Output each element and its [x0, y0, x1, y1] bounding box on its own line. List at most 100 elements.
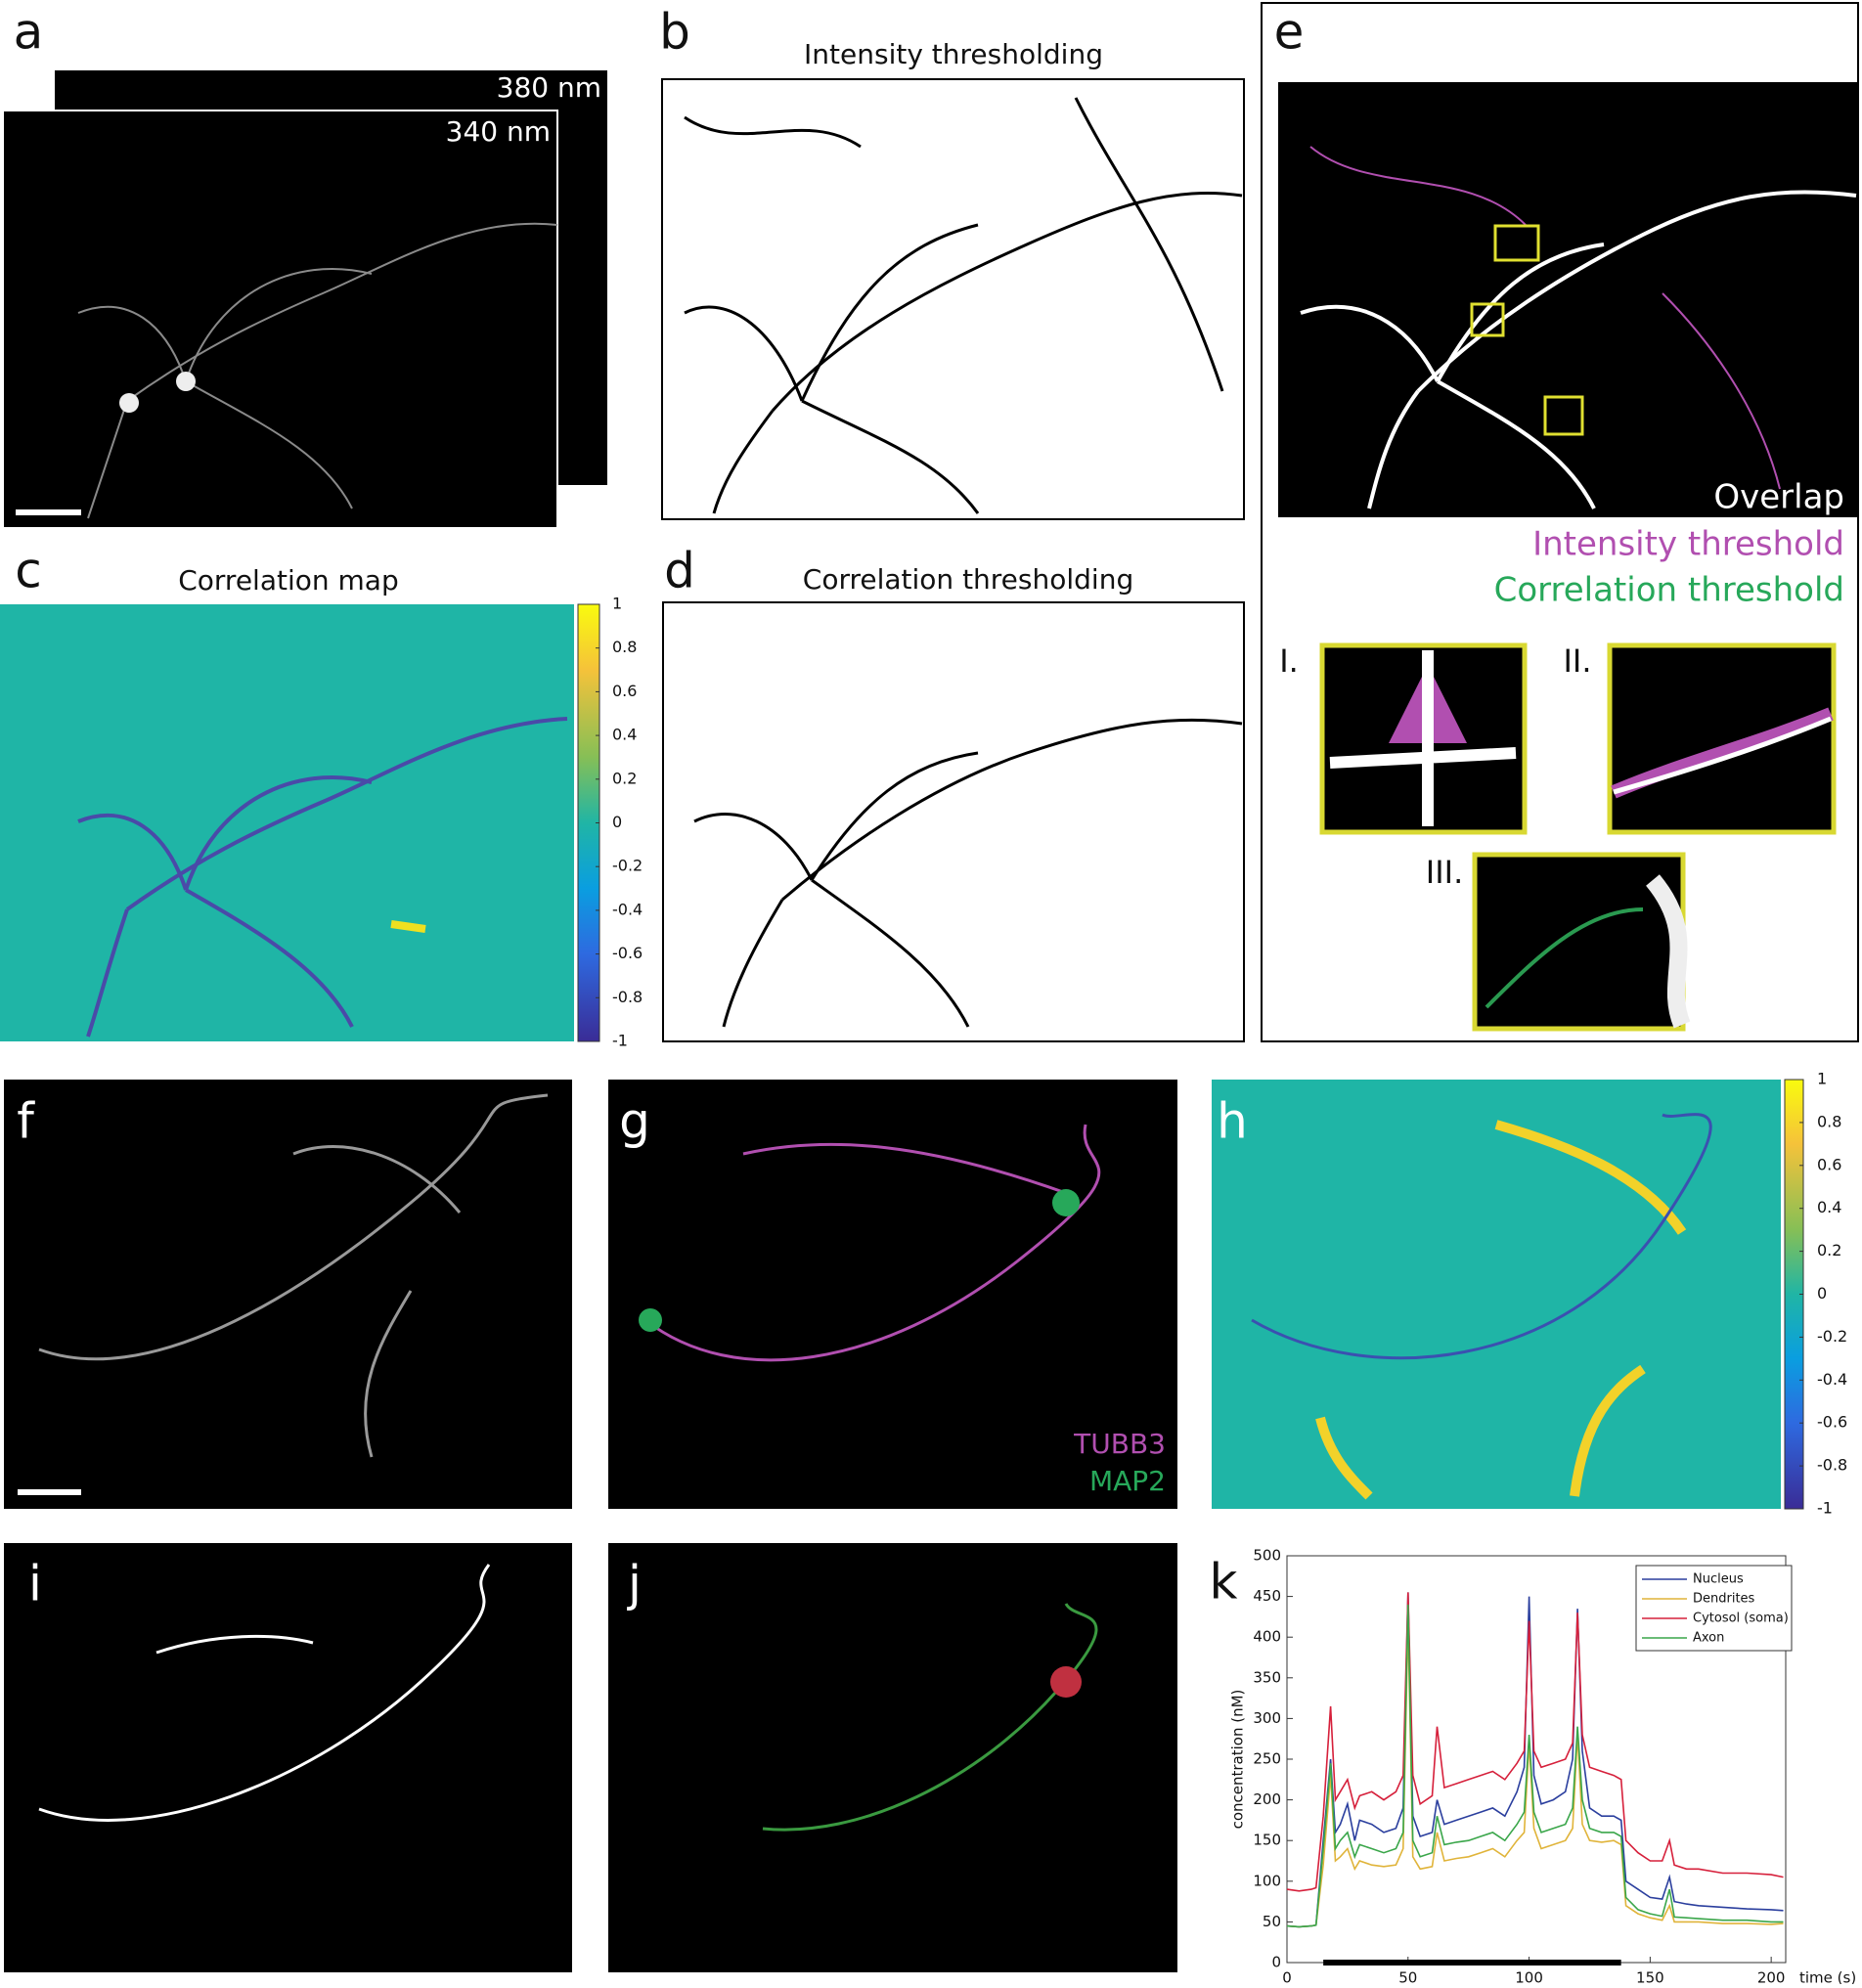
- soma: [1052, 1189, 1080, 1216]
- legend-label: Cytosol (soma): [1693, 1612, 1789, 1626]
- y-tick-label: 350: [1253, 1668, 1281, 1686]
- x-tick-label: 0: [1282, 1969, 1292, 1985]
- colorbar-tick-label: 0.6: [612, 682, 637, 700]
- inset-content: [1485, 907, 1644, 1009]
- panel-label: e: [1274, 4, 1305, 61]
- panel-title: Correlation thresholding: [803, 563, 1133, 596]
- y-tick-label: 100: [1253, 1872, 1281, 1889]
- image-overlap: [1278, 82, 1858, 517]
- y-tick-label: 400: [1253, 1628, 1281, 1646]
- panel-label: j: [627, 1556, 642, 1612]
- panel-label: c: [15, 543, 42, 599]
- roi-box: [1470, 224, 1584, 436]
- stimulus-bar: [1323, 1960, 1621, 1966]
- image-h: [1212, 1080, 1781, 1509]
- neurons: [1300, 190, 1857, 509]
- y-tick-label: 50: [1263, 1913, 1281, 1930]
- colorbar-tick-label: 0.2: [612, 769, 637, 787]
- inset-content: [1645, 874, 1691, 1029]
- neuron-segment: [762, 1603, 1098, 1832]
- neuron-mask: [38, 1564, 491, 1822]
- colorbar-tick-label: -0.8: [1817, 1456, 1847, 1475]
- neurons: [77, 717, 568, 1038]
- wavelength-label: 340 nm: [446, 115, 551, 148]
- series-line: [1286, 1592, 1784, 1928]
- colorbar-tick-label: 1: [1817, 1070, 1827, 1088]
- wavelength-label: 380 nm: [497, 71, 601, 104]
- colorbar-tick-label: 0: [612, 813, 622, 831]
- panel-label: i: [28, 1556, 42, 1612]
- neuron: [1251, 1113, 1712, 1360]
- colorbar-tick-label: -0.4: [612, 900, 643, 918]
- soma: [176, 372, 196, 391]
- series-line: [1286, 1620, 1784, 1928]
- y-tick-label: 0: [1271, 1954, 1281, 1971]
- neurons: [38, 1093, 549, 1458]
- inset-label: III.: [1426, 854, 1463, 891]
- image-g: [608, 1080, 1177, 1509]
- image-intensity: [661, 78, 1245, 520]
- y-tick-label: 300: [1253, 1709, 1281, 1727]
- panel-label: f: [17, 1093, 35, 1150]
- y-tick-label: 150: [1253, 1832, 1281, 1849]
- image-correlation: [0, 604, 574, 1041]
- colorbar-tick-label: -0.6: [1817, 1413, 1847, 1432]
- channel-label: MAP2: [1089, 1465, 1166, 1497]
- y-tick-label: 250: [1253, 1750, 1281, 1768]
- neurons: [693, 718, 1243, 1028]
- colorbar-tick-label: 1: [612, 595, 622, 613]
- neurons: [684, 97, 1243, 514]
- soma: [1050, 1666, 1082, 1698]
- legend-label: Axon: [1693, 1631, 1724, 1646]
- x-tick-label: 100: [1515, 1969, 1543, 1985]
- colorbar-tick-label: -1: [612, 1032, 628, 1050]
- y-tick-label: 200: [1253, 1790, 1281, 1808]
- legend-label: Nucleus: [1693, 1572, 1744, 1587]
- colorbar-tick-label: 0.2: [1817, 1241, 1841, 1259]
- soma: [119, 393, 139, 413]
- y-tick-label: 500: [1253, 1547, 1281, 1565]
- y-axis-label: concentration (nM): [1229, 1690, 1247, 1830]
- artifact: [390, 920, 426, 933]
- colorbar-tick-label: 0.8: [612, 638, 637, 656]
- panel-label: k: [1210, 1554, 1238, 1611]
- panel-label: b: [659, 4, 690, 61]
- soma: [639, 1308, 662, 1332]
- image-f: [4, 1080, 572, 1509]
- x-tick-label: 200: [1757, 1969, 1786, 1985]
- channel-label: TUBB3: [1073, 1428, 1166, 1460]
- series-line: [1286, 1592, 1784, 1892]
- image-corr-threshold: [662, 601, 1245, 1042]
- panel-label: d: [664, 543, 695, 599]
- neurons: [644, 1124, 1101, 1362]
- panel-label: h: [1217, 1093, 1248, 1150]
- legend-box: [1635, 1565, 1793, 1652]
- colorbar-tick-label: 0.6: [1817, 1155, 1841, 1173]
- colorbar-tick-label: 0: [1817, 1284, 1827, 1303]
- panel-title: Correlation map: [178, 564, 399, 596]
- inset-content: [1611, 707, 1834, 799]
- y-tick-label: 450: [1253, 1587, 1281, 1605]
- colorbar-tick-label: 0.8: [1817, 1112, 1841, 1130]
- overlay-legend: Intensity threshold: [1532, 525, 1844, 564]
- image-j: [608, 1543, 1177, 1972]
- image-i: [4, 1543, 572, 1972]
- panel-label: g: [619, 1093, 650, 1150]
- panel-title: Intensity thresholding: [804, 38, 1103, 70]
- cells: [1315, 1120, 1687, 1500]
- colorbar-tick-label: 0.4: [612, 726, 637, 744]
- colorbar-tick-label: -0.2: [612, 857, 643, 875]
- inset-label: I.: [1279, 642, 1299, 680]
- colorbar-tick-label: -1: [1817, 1499, 1833, 1518]
- legend-label: Dendrites: [1693, 1592, 1755, 1607]
- series-line: [1286, 1604, 1784, 1928]
- colorbar-tick-label: 0.4: [1817, 1198, 1841, 1216]
- colorbar-tick-label: -0.2: [1817, 1327, 1847, 1346]
- neurons-magenta: [1309, 146, 1781, 490]
- colorbar-tick-label: -0.4: [1817, 1370, 1847, 1389]
- overlay-legend: Overlap: [1713, 478, 1844, 517]
- x-tick-label: 150: [1636, 1969, 1664, 1985]
- inset-label: II.: [1563, 642, 1591, 680]
- colorbar-tick-label: -0.8: [612, 988, 643, 1006]
